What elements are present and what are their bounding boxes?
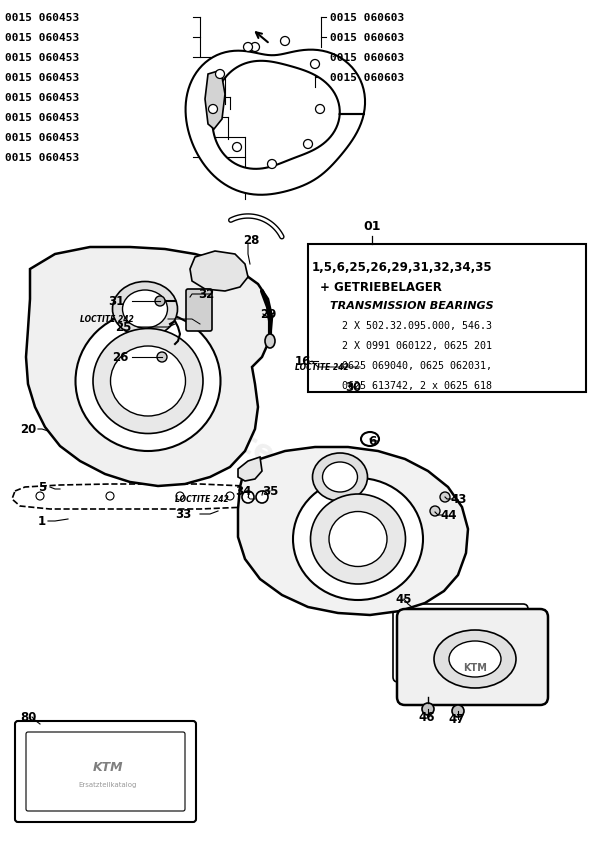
Text: 26: 26 [112,351,128,364]
Text: TRANSMISSION BEARINGS: TRANSMISSION BEARINGS [330,300,494,310]
FancyBboxPatch shape [397,609,548,705]
Circle shape [440,492,450,502]
Ellipse shape [329,512,387,567]
Polygon shape [190,252,248,292]
Circle shape [208,106,217,114]
Polygon shape [238,457,262,481]
Ellipse shape [293,479,423,601]
Polygon shape [205,72,225,130]
Text: LOCTITE 242: LOCTITE 242 [295,363,349,372]
Text: 0015 060603: 0015 060603 [330,33,404,43]
Circle shape [422,703,434,715]
Text: 80: 80 [20,711,36,723]
Text: 16: 16 [295,355,311,368]
Text: 6: 6 [368,435,377,448]
Text: 0015 060453: 0015 060453 [5,93,79,103]
Ellipse shape [111,346,185,416]
Ellipse shape [265,334,275,349]
Text: KTM: KTM [93,761,123,774]
Text: Ersatzteilkatalog: Ersatzteilkatalog [79,781,137,787]
Text: 2 X 0991 060122, 0625 201: 2 X 0991 060122, 0625 201 [342,340,492,351]
Circle shape [157,352,167,363]
Ellipse shape [76,311,220,451]
Ellipse shape [313,454,368,502]
Polygon shape [26,247,272,486]
Circle shape [36,492,44,501]
Text: 35: 35 [262,485,278,498]
FancyBboxPatch shape [308,245,586,392]
Polygon shape [12,485,262,509]
Text: 29: 29 [260,308,276,321]
Circle shape [250,44,259,52]
Text: 28: 28 [243,233,259,247]
Text: 1: 1 [38,515,46,528]
Circle shape [155,297,165,306]
Ellipse shape [350,379,358,388]
Text: 01: 01 [363,220,381,233]
Text: 44: 44 [440,509,456,522]
Text: 46: 46 [418,711,435,723]
Ellipse shape [434,630,516,688]
Polygon shape [185,50,365,195]
Text: KTM: KTM [463,662,487,672]
Text: 0015 060603: 0015 060603 [330,13,404,23]
Text: + GETRIEBELAGER: + GETRIEBELAGER [320,281,442,293]
FancyBboxPatch shape [186,290,212,332]
Text: 31: 31 [108,295,124,308]
Circle shape [106,492,114,501]
Text: 0015 060603: 0015 060603 [330,73,404,83]
Circle shape [316,106,324,114]
FancyBboxPatch shape [393,604,528,682]
Text: 1,5,6,25,26,29,31,32,34,35: 1,5,6,25,26,29,31,32,34,35 [312,261,493,274]
Text: 0015 060453: 0015 060453 [5,133,79,142]
Text: 0625 613742, 2 x 0625 618: 0625 613742, 2 x 0625 618 [342,380,492,391]
Ellipse shape [123,291,168,328]
Ellipse shape [449,641,501,677]
Text: 0015 060453: 0015 060453 [5,153,79,163]
Ellipse shape [310,495,406,584]
Circle shape [242,491,254,503]
Circle shape [281,38,289,46]
Circle shape [256,491,268,503]
Text: 45: 45 [395,593,411,606]
Circle shape [233,143,242,153]
Circle shape [243,44,253,52]
Text: 34: 34 [235,485,252,498]
Text: 32: 32 [198,288,214,301]
Text: 0015 060453: 0015 060453 [5,53,79,63]
Circle shape [430,507,440,516]
Text: 0625 069040, 0625 062031,: 0625 069040, 0625 062031, [342,361,492,370]
Circle shape [215,71,224,79]
Text: 2 X 502.32.095.000, 546.3: 2 X 502.32.095.000, 546.3 [342,321,492,331]
Circle shape [268,160,276,169]
FancyBboxPatch shape [26,732,185,811]
Polygon shape [238,448,468,615]
Ellipse shape [323,462,358,492]
Text: 20: 20 [20,423,36,436]
Text: 47: 47 [448,712,464,726]
Text: LOCTITE 242: LOCTITE 242 [80,315,134,324]
Text: 0015 060453: 0015 060453 [5,73,79,83]
Circle shape [452,705,464,717]
Ellipse shape [112,282,178,337]
FancyBboxPatch shape [15,721,196,822]
Text: 33: 33 [175,508,191,521]
Text: 25: 25 [115,321,131,334]
Circle shape [310,61,320,69]
Text: 0015 060453: 0015 060453 [5,33,79,43]
Circle shape [176,492,184,501]
Text: 0015 060453: 0015 060453 [5,13,79,23]
Text: etterpublik: etterpublik [204,412,387,527]
Circle shape [226,492,234,501]
Text: LOCTITE 242: LOCTITE 242 [175,495,229,504]
Text: 5: 5 [38,481,46,494]
Circle shape [304,141,313,149]
Text: 30: 30 [345,381,361,394]
Ellipse shape [93,329,203,434]
Ellipse shape [314,357,322,366]
Text: 43: 43 [450,493,466,506]
Text: 0015 060453: 0015 060453 [5,113,79,123]
Text: 0015 060603: 0015 060603 [330,53,404,63]
